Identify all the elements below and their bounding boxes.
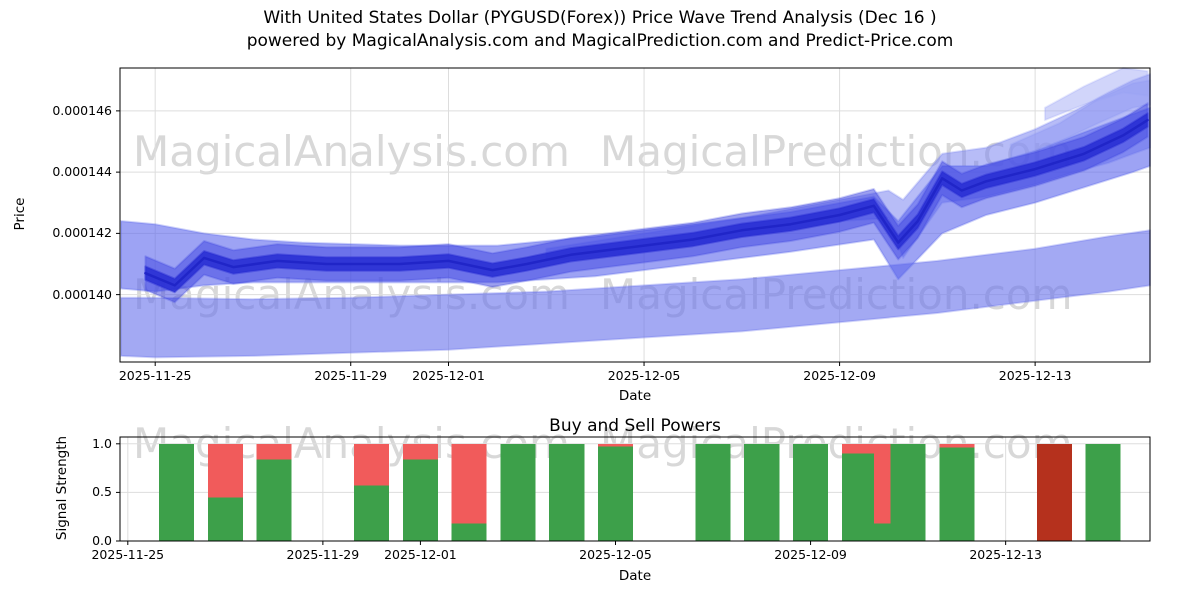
sell-power-bar — [451, 443, 487, 524]
sell-power-bar — [597, 443, 633, 447]
power-x-axis-label: Date — [618, 568, 652, 584]
sell-power-bar — [939, 443, 975, 448]
power-x-tick-label: 2025-12-05 — [579, 547, 652, 562]
buy-power-bar — [597, 446, 633, 541]
chart-title-line2: powered by MagicalAnalysis.com and Magic… — [246, 31, 954, 51]
buy-power-bar — [939, 447, 975, 541]
power-x-tick-label: 2025-11-29 — [286, 547, 360, 562]
sell-power-bar — [841, 443, 877, 454]
power-x-tick-label: 2025-11-25 — [91, 547, 165, 562]
sell-power-bar — [207, 443, 243, 498]
price-y-tick-label: 0.000146 — [52, 102, 112, 118]
buy-power-bar — [793, 443, 829, 541]
buy-power-bar — [695, 443, 731, 541]
price-x-tick-label: 2025-12-09 — [803, 368, 876, 383]
sell-power-bar — [1036, 443, 1072, 541]
sell-power-bar — [354, 443, 390, 486]
price-x-axis-label: Date — [618, 388, 652, 404]
buy-power-bar — [841, 453, 877, 541]
buy-power-bar — [256, 459, 292, 541]
power-chart-plot — [116, 436, 1151, 545]
buy-power-bar — [549, 443, 585, 541]
power-chart-title: Buy and Sell Powers — [549, 416, 721, 436]
power-y-tick-label: 0.0 — [92, 533, 112, 548]
sell-power-bar — [256, 443, 292, 460]
price-y-axis-label: Price — [12, 197, 28, 231]
buy-power-bar — [207, 497, 243, 541]
buy-power-bar — [451, 523, 487, 541]
price-x-tick-label: 2025-11-29 — [314, 368, 388, 383]
watermark-text: MagicalAnalysis.com — [133, 127, 570, 176]
buy-power-bar — [159, 443, 195, 541]
sell-power-bar — [402, 443, 438, 460]
power-x-tick-label: 2025-12-09 — [774, 547, 847, 562]
price-y-tick-label: 0.000140 — [52, 286, 112, 302]
sell-power-bar — [874, 443, 894, 524]
buy-power-bar — [1085, 443, 1121, 541]
buy-power-bar — [874, 523, 894, 541]
buy-power-bar — [744, 443, 780, 541]
power-x-tick-label: 2025-12-13 — [969, 547, 1042, 562]
price-x-tick-label: 2025-12-01 — [412, 368, 485, 383]
power-y-tick-label: 0.5 — [92, 484, 112, 500]
buy-power-bar — [500, 443, 536, 541]
buy-power-bar — [354, 485, 390, 541]
price-x-tick-label: 2025-12-05 — [607, 368, 681, 383]
chart-title-line1: With United States Dollar (PYGUSD(Forex)… — [263, 8, 937, 28]
price-y-tick-label: 0.000142 — [52, 225, 112, 241]
price-x-tick-label: 2025-12-13 — [998, 368, 1072, 383]
buy-power-bar — [402, 459, 438, 541]
power-x-tick-label: 2025-12-01 — [384, 547, 457, 562]
power-y-tick-label: 1.0 — [92, 435, 112, 451]
price-chart-plot — [116, 67, 1151, 366]
price-y-tick-label: 0.000144 — [52, 164, 112, 180]
buy-power-bar — [890, 443, 926, 541]
price-x-tick-label: 2025-11-25 — [118, 368, 192, 383]
